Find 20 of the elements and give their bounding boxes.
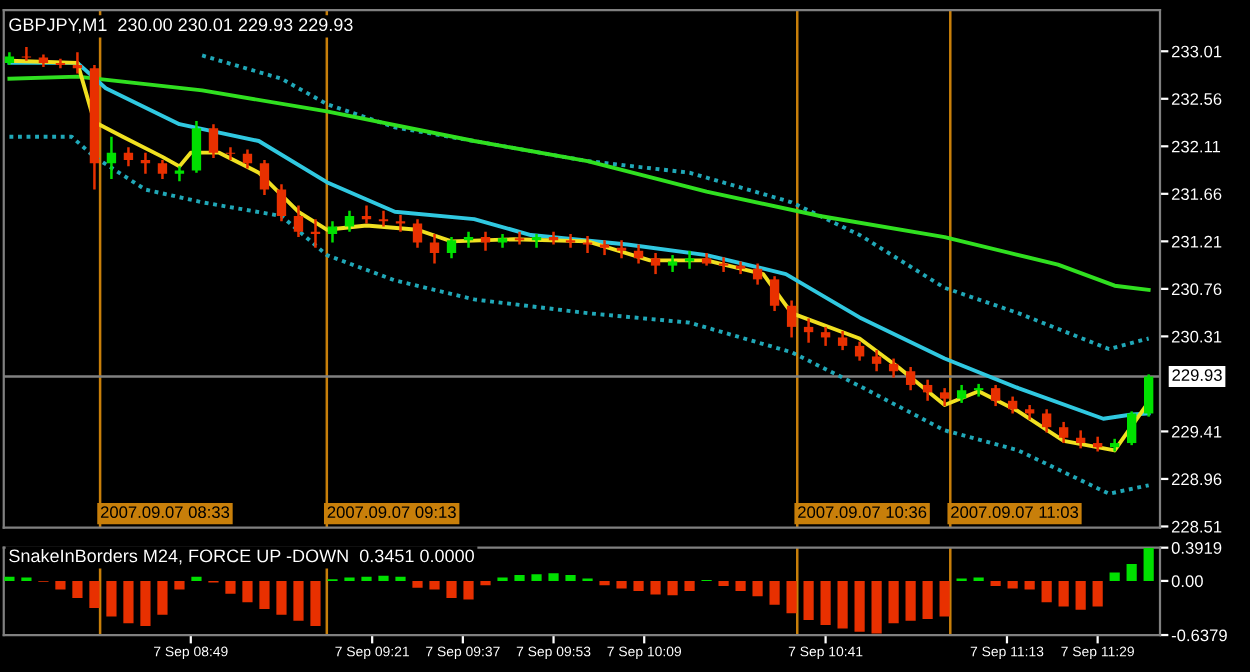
ref-line-label: 229.93	[1172, 369, 1222, 381]
y-tick-label: 228.51	[1171, 520, 1222, 533]
y-tick-label: 231.66	[1171, 188, 1222, 201]
chart-title: GBPJPY,M1 230.00 230.01 229.93 229.93	[9, 18, 353, 34]
y-tick-label: 0.3919	[1171, 542, 1222, 554]
y-tick-label: 233.01	[1171, 45, 1222, 58]
ref-line-label: 2007.09.07 09:13	[327, 506, 456, 519]
chart-title: SnakeInBorders M24, FORCE UP -DOWN 0.3451 0.0000	[9, 548, 474, 565]
y-tick-label: 230.76	[1171, 283, 1222, 296]
y-tick-label: 232.11	[1171, 140, 1221, 153]
ref-line-label: 2007.09.07 08:33	[100, 506, 230, 519]
ref-line-label: 2007.09.07 11:03	[951, 506, 1079, 519]
y-tick-label: 230.31	[1171, 330, 1222, 343]
y-tick-label: 231.21	[1171, 235, 1222, 248]
y-tick-label: 228.96	[1171, 473, 1222, 486]
ref-line-label: 2007.09.07 10:36	[798, 506, 927, 519]
y-tick-label: 232.56	[1171, 93, 1222, 105]
y-tick-label: -0.6379	[1171, 629, 1227, 642]
y-tick-label: 0.00	[1171, 575, 1203, 588]
y-tick-label: 229.41	[1171, 425, 1222, 438]
